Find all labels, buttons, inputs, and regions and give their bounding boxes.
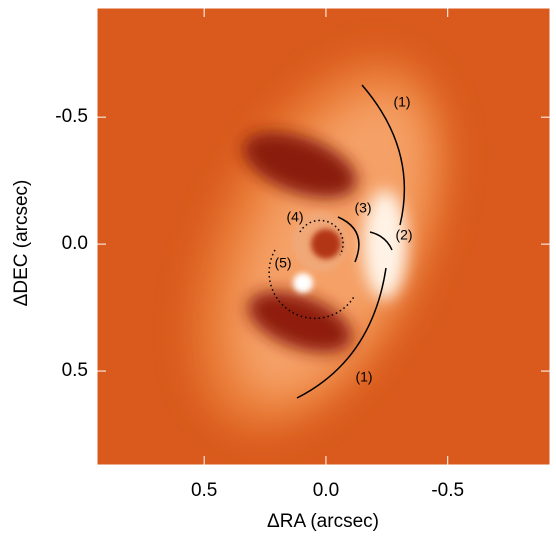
annotation: (3) [354, 200, 371, 216]
y-axis-label: ΔDEC (arcsec) [11, 180, 32, 307]
annotation: (5) [274, 255, 291, 271]
arcs [268, 84, 406, 399]
x-tick-label: 0.5 [191, 480, 217, 501]
y-tick-label: 0.0 [62, 233, 88, 254]
image [97, 8, 550, 465]
x-tick-label: 0.0 [313, 480, 339, 501]
x-axis-label: ΔRA (arcsec) [267, 511, 379, 532]
annotation: (1) [393, 94, 410, 110]
frame [96, 7, 551, 466]
annotation: (4) [286, 209, 303, 225]
annotation: (2) [395, 227, 412, 243]
annotation: (1) [355, 369, 372, 385]
x-tick-label: -0.5 [431, 480, 464, 501]
y-tick-label: -0.5 [55, 106, 88, 127]
y-tick-label: 0.5 [62, 360, 88, 381]
